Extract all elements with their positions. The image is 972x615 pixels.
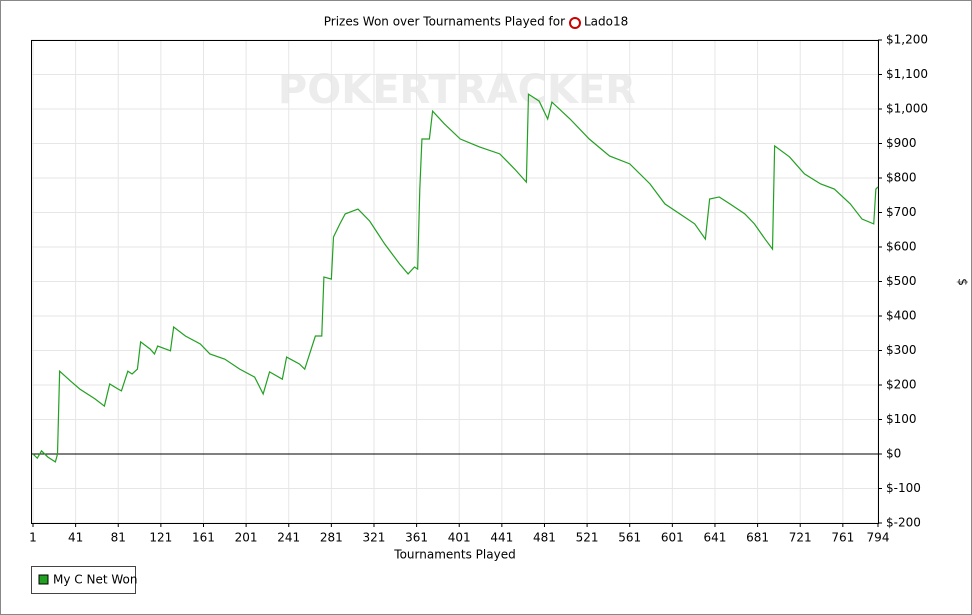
legend-label: My C Net Won <box>53 573 137 587</box>
x-tick-label: 361 <box>405 531 428 545</box>
x-axis-label: Tournaments Played <box>393 548 515 562</box>
y-tick-label: $800 <box>886 171 917 185</box>
x-tick-label: 201 <box>235 531 258 545</box>
y-tick-label: $100 <box>886 412 917 426</box>
y-tick-label: $200 <box>886 378 917 392</box>
x-tick-label: 721 <box>789 531 812 545</box>
x-tick-label: 521 <box>576 531 599 545</box>
legend-swatch <box>38 574 49 585</box>
y-tick-label: $900 <box>886 136 917 150</box>
y-tick-label: $-200 <box>886 516 921 530</box>
x-tick-label: 121 <box>149 531 172 545</box>
y-tick-label: $400 <box>886 309 917 323</box>
x-tick-label: 401 <box>448 531 471 545</box>
y-tick-label: $0 <box>886 447 901 461</box>
y-tick-label: $1,100 <box>886 67 928 81</box>
x-tick-label: 81 <box>111 531 126 545</box>
x-tick-label: 321 <box>363 531 386 545</box>
x-tick-label: 794 <box>867 531 890 545</box>
x-tick-label: 761 <box>831 531 854 545</box>
series-line <box>32 93 879 463</box>
y-tick-label: $500 <box>886 274 917 288</box>
legend <box>31 566 136 594</box>
x-tick-label: 481 <box>533 531 556 545</box>
x-tick-label: 561 <box>618 531 641 545</box>
x-tick-label: 641 <box>704 531 727 545</box>
y-tick-label: $-100 <box>886 481 921 495</box>
x-tick-label: 1 <box>29 531 37 545</box>
x-tick-label: 161 <box>192 531 215 545</box>
plot-area <box>31 40 879 524</box>
y-tick-label: $700 <box>886 205 917 219</box>
y-axis-label: $ <box>956 278 970 286</box>
x-tick-label: 281 <box>320 531 343 545</box>
y-tick-label: $1,200 <box>886 33 928 47</box>
x-tick-label: 601 <box>661 531 684 545</box>
x-tick-label: 441 <box>490 531 513 545</box>
y-tick-label: $600 <box>886 240 917 254</box>
x-tick-label: 681 <box>746 531 769 545</box>
y-tick-label: $300 <box>886 343 917 357</box>
player-name: Lado18 <box>584 15 628 29</box>
chart-title: Prizes Won over Tournaments Played for <box>324 15 565 29</box>
x-tick-label: 241 <box>277 531 300 545</box>
x-tick-label: 41 <box>68 531 83 545</box>
player-icon <box>569 17 581 29</box>
y-tick-label: $1,000 <box>886 102 928 116</box>
